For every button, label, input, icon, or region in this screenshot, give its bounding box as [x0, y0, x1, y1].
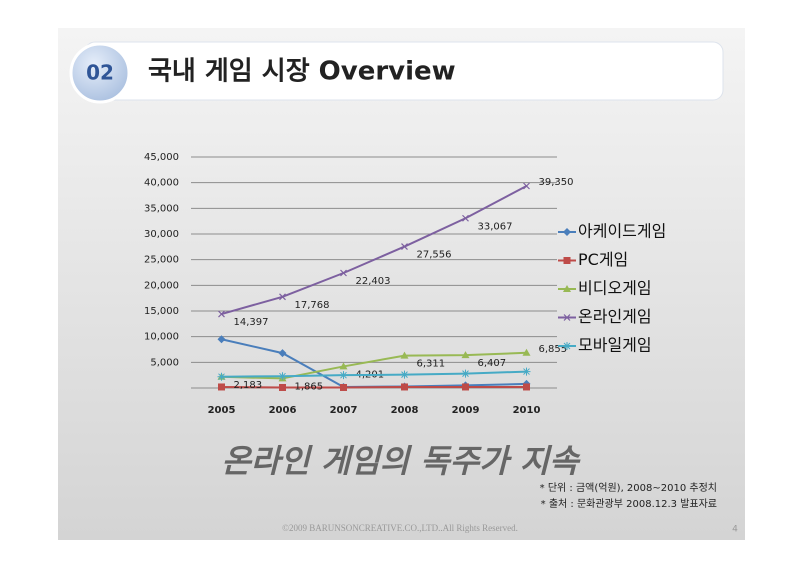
marker: [218, 383, 225, 391]
marker: [339, 362, 348, 370]
header-number: 02: [86, 61, 114, 85]
marker: [339, 371, 348, 380]
header-badge: [69, 42, 131, 104]
marker: [218, 310, 225, 318]
data-label: 6,311: [417, 359, 446, 370]
data-label: 1,865: [295, 381, 324, 392]
marker: [462, 383, 469, 391]
series-line: [221, 185, 527, 316]
marker: [400, 370, 409, 379]
marker: [400, 351, 409, 359]
x-tick-label: 2007: [330, 405, 358, 416]
series-line: [221, 385, 527, 389]
marker: [340, 383, 347, 391]
data-label: 22,403: [356, 276, 391, 287]
y-tick-label: 20,000: [144, 280, 179, 291]
data-label: 2,183: [234, 380, 263, 391]
marker: [563, 342, 571, 350]
marker: [401, 243, 408, 250]
x-tick-label: 2006: [269, 405, 297, 416]
y-tick-label: 10,000: [144, 332, 179, 343]
note: * 출처 : 문화관광부 2008.12.3 발표자료: [541, 498, 717, 510]
legend-label: 모바일게임: [578, 336, 652, 355]
legend-label: 비디오게임: [578, 279, 652, 298]
marker: [563, 257, 571, 264]
marker: [340, 269, 347, 277]
legend-label: PC게임: [578, 250, 628, 269]
x-tick-label: 2005: [208, 405, 236, 416]
marker: [278, 372, 287, 381]
marker: [522, 348, 531, 356]
y-tick-label: 40,000: [144, 178, 179, 189]
y-tick-label: 45,000: [144, 152, 179, 163]
marker: [461, 369, 470, 378]
x-tick-label: 2009: [452, 405, 480, 416]
x-tick-label: 2010: [513, 405, 541, 416]
data-label: 6,407: [478, 358, 507, 369]
data-label: 14,397: [234, 317, 269, 328]
slide-background: [58, 28, 745, 540]
x-tick-label: 2008: [391, 405, 419, 416]
marker: [462, 214, 469, 222]
data-label: 17,768: [295, 300, 330, 311]
chart: 5,000 10,000 15,000 20,000 25,000 30,000 35,00…: [144, 152, 666, 416]
y-tick-label: 15,000: [144, 306, 179, 317]
marker: [563, 314, 571, 321]
data-label: 27,556: [417, 250, 452, 261]
legend-label: 온라인게임: [578, 307, 652, 326]
data-label: 39,350: [539, 177, 574, 188]
data-label: 33,067: [478, 221, 513, 232]
series-line: [221, 370, 527, 378]
footer: ©2009 BARUNSONCREATIVE.CO.,LTD..All Righ…: [282, 523, 518, 533]
header-title: 국내 게임 시장 Overview: [148, 57, 456, 87]
y-tick-label: 5,000: [150, 357, 179, 368]
y-tick-label: 35,000: [144, 203, 179, 214]
marker: [461, 351, 470, 359]
legend-label: 아케이드게임: [578, 222, 666, 241]
marker: [563, 285, 571, 292]
marker: [523, 182, 530, 190]
marker: [217, 372, 226, 381]
marker: [522, 367, 531, 376]
marker: [278, 349, 287, 358]
y-tick-label: 25,000: [144, 255, 179, 266]
marker: [279, 293, 286, 301]
marker: [563, 228, 571, 236]
marker: [401, 383, 408, 391]
marker: [279, 383, 286, 391]
note: * 단위 : 금액(억원), 2008~2010 추정치: [540, 481, 717, 494]
page-number: 4: [732, 525, 738, 535]
subtitle: 온라인 게임의 독주가 지속: [221, 442, 581, 480]
series-line: [221, 351, 527, 380]
marker: [523, 383, 530, 391]
marker: [217, 335, 226, 344]
y-tick-label: 30,000: [144, 229, 179, 240]
data-label: 6,855: [539, 344, 568, 355]
